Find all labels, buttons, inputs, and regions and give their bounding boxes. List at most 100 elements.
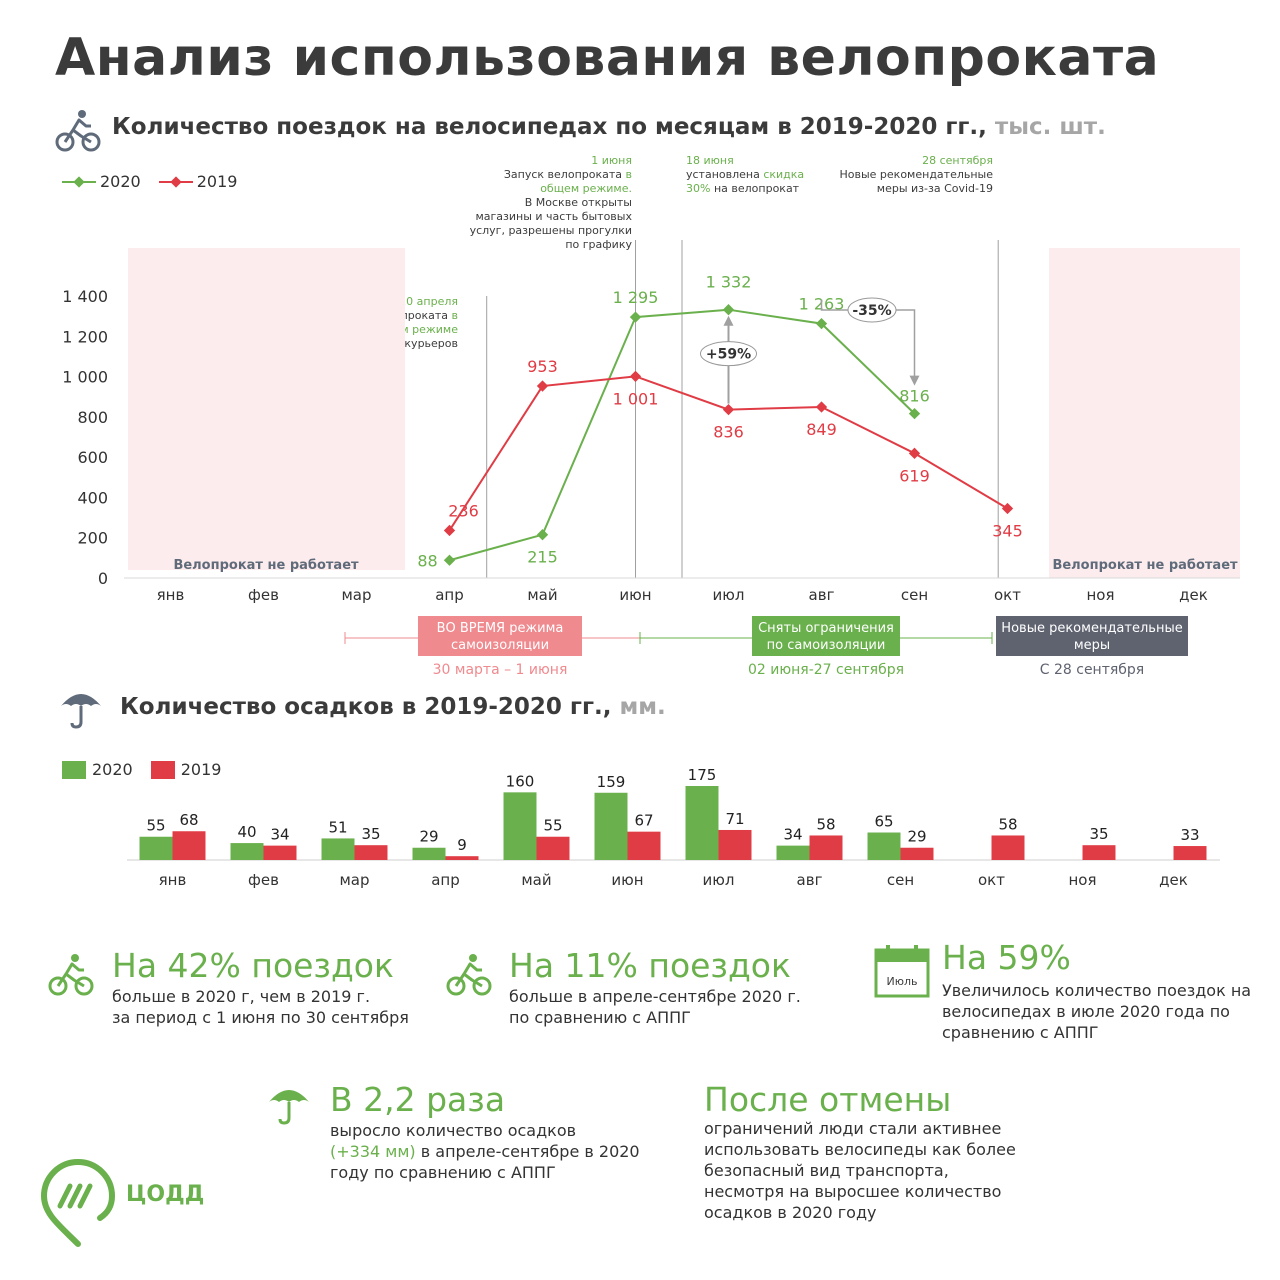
- stat-2-line1: больше в апреле-сентябре 2020 г.: [509, 987, 801, 1006]
- period-dates-2: 02 июня-27 сентября: [748, 662, 904, 678]
- stat-3-text: Увеличилось количество поездок на велоси…: [942, 980, 1262, 1043]
- stat-3-heading: На 59%: [942, 938, 1071, 977]
- precip-value-2020: 159: [597, 773, 626, 791]
- precip-bar-2019: [1082, 845, 1116, 860]
- data-point-2019: [722, 403, 735, 416]
- precip-bar-2019: [354, 845, 388, 860]
- precip-x-label: июн: [611, 871, 643, 889]
- precip-value-2020: 40: [237, 823, 256, 841]
- stat-4-heading: В 2,2 раза: [330, 1080, 506, 1119]
- legend-line-2019: [158, 175, 193, 188]
- page-title: Анализ использования велопроката: [55, 28, 1160, 88]
- precip-bar-2020: [503, 792, 537, 860]
- calendar-icon: Июль: [874, 945, 930, 998]
- stat-4-line1: выросло количество осадков: [330, 1121, 577, 1140]
- cyclist-icon: [446, 954, 492, 996]
- precip-value-2019: 55: [543, 817, 562, 835]
- annotation-june18-line2: 30% на велопрокат: [686, 182, 800, 195]
- data-label-2020: 1 295: [613, 288, 659, 307]
- annotation-june18-line1: установлена скидка: [686, 168, 805, 181]
- data-label-2019: 953: [527, 357, 558, 376]
- precip-bar-2020: [685, 786, 719, 860]
- trips-legend: 2020 2019: [62, 172, 255, 191]
- precip-value-2019: 33: [1180, 826, 1199, 844]
- stat-5-line4: несмотря на выросшее количество: [704, 1182, 1002, 1201]
- period-box-1: [418, 616, 582, 656]
- y-tick-label: 800: [77, 408, 108, 427]
- data-point-2019: [629, 370, 642, 383]
- annotation-sep28-line2: меры из-за Covid-19: [876, 182, 993, 195]
- precip-title-text: Количество осадков в 2019-2020 гг.,: [120, 694, 612, 720]
- precip-value-2019: 35: [361, 825, 380, 843]
- precip-value-2019: 58: [998, 815, 1017, 833]
- trips-section-title: Количество поездок на велосипедах по мес…: [112, 114, 1106, 140]
- stat-1-line2: за период с 1 июня по 30 сентября: [112, 1008, 409, 1027]
- y-tick-label: 200: [77, 529, 108, 548]
- logo-text: ЦОДД: [126, 1182, 205, 1207]
- stat-3-line3: сравнению с АППГ: [942, 1023, 1099, 1042]
- precip-bar-2019: [172, 831, 206, 860]
- stat-2-heading: На 11% поездок: [509, 946, 791, 985]
- precip-value-2020: 29: [419, 828, 438, 846]
- data-point-2020: [908, 407, 921, 420]
- precip-legend-label-2020: 2020: [92, 760, 133, 779]
- umbrella-icon: [61, 694, 101, 729]
- x-tick-label: фев: [248, 586, 279, 604]
- annotation-june18: 18 июня установлена скидка 30% на велопр…: [686, 154, 836, 196]
- period-label-3-line2: меры: [1074, 638, 1110, 653]
- data-label-2020: 215: [527, 548, 558, 567]
- precip-legend-swatch-2020: [62, 760, 86, 779]
- annotation-june1-line1: Запуск велопроката в: [503, 168, 632, 181]
- legend-label-2019: 2019: [196, 172, 238, 191]
- precip-x-label: янв: [159, 871, 187, 889]
- stat-1-text: больше в 2020 г, чем в 2019 г. за период…: [112, 986, 432, 1028]
- precip-unit: мм.: [619, 694, 666, 720]
- precip-value-2019: 71: [725, 810, 744, 828]
- period-label-2-line1: Сняты ограничения: [758, 621, 894, 636]
- precip-value-2020: 65: [874, 813, 893, 831]
- data-point-2020: [536, 529, 549, 541]
- data-point-2019: [443, 524, 456, 537]
- precip-x-label: апр: [431, 871, 460, 889]
- precip-x-label: мар: [339, 871, 369, 889]
- x-tick-label: ноя: [1086, 586, 1114, 604]
- data-label-2019: 619: [899, 466, 930, 485]
- precip-legend: 2020 2019: [62, 760, 239, 779]
- precip-legend-swatch-2019: [150, 760, 175, 779]
- bicycle-icon: [55, 110, 101, 152]
- precip-value-2019: 34: [270, 826, 289, 844]
- diff-down-label: -35%: [852, 303, 891, 319]
- precip-value-2020: 175: [688, 766, 717, 784]
- precip-x-label: сен: [887, 871, 914, 889]
- x-tick-label: окт: [994, 586, 1021, 604]
- precip-legend-item-2020: 2020: [62, 760, 133, 779]
- stat-5-line2: использовать велосипеды как более: [704, 1140, 1016, 1159]
- precip-value-2019: 35: [1089, 825, 1108, 843]
- stat-2-text: больше в апреле-сентябре 2020 г. по срав…: [509, 986, 839, 1028]
- data-label-2019: 849: [806, 420, 837, 439]
- data-label-2019: 236: [448, 501, 479, 520]
- annotation-june1-line6: по графику: [565, 238, 632, 251]
- data-point-2019: [1001, 502, 1014, 515]
- y-tick-label: 0: [98, 569, 108, 588]
- cyclist-icon: [48, 954, 94, 996]
- data-label-2020: 816: [899, 387, 930, 406]
- data-point-2019: [536, 380, 549, 392]
- data-label-2020: 1 332: [706, 273, 752, 292]
- stat-1-heading: На 42% поездок: [112, 946, 394, 985]
- data-point-2020: [722, 304, 735, 316]
- precip-x-label: июл: [703, 871, 735, 889]
- x-tick-label: май: [527, 586, 557, 604]
- precip-value-2020: 51: [328, 818, 347, 836]
- x-tick-label: авг: [809, 586, 835, 604]
- precip-x-label: дек: [1159, 871, 1188, 889]
- precip-section-title: Количество осадков в 2019-2020 гг., мм.: [120, 694, 666, 720]
- x-tick-label: мар: [341, 586, 371, 604]
- trips-title-text: Количество поездок на велосипедах по мес…: [112, 114, 987, 140]
- x-tick-label: апр: [435, 586, 464, 604]
- precip-bar-2020: [867, 832, 901, 860]
- annotation-april-date: 10 апреля: [399, 295, 458, 308]
- data-point-2019: [908, 447, 921, 459]
- stat-2-line2: по сравнению с АППГ: [509, 1008, 691, 1027]
- precip-value-2019: 67: [634, 812, 653, 830]
